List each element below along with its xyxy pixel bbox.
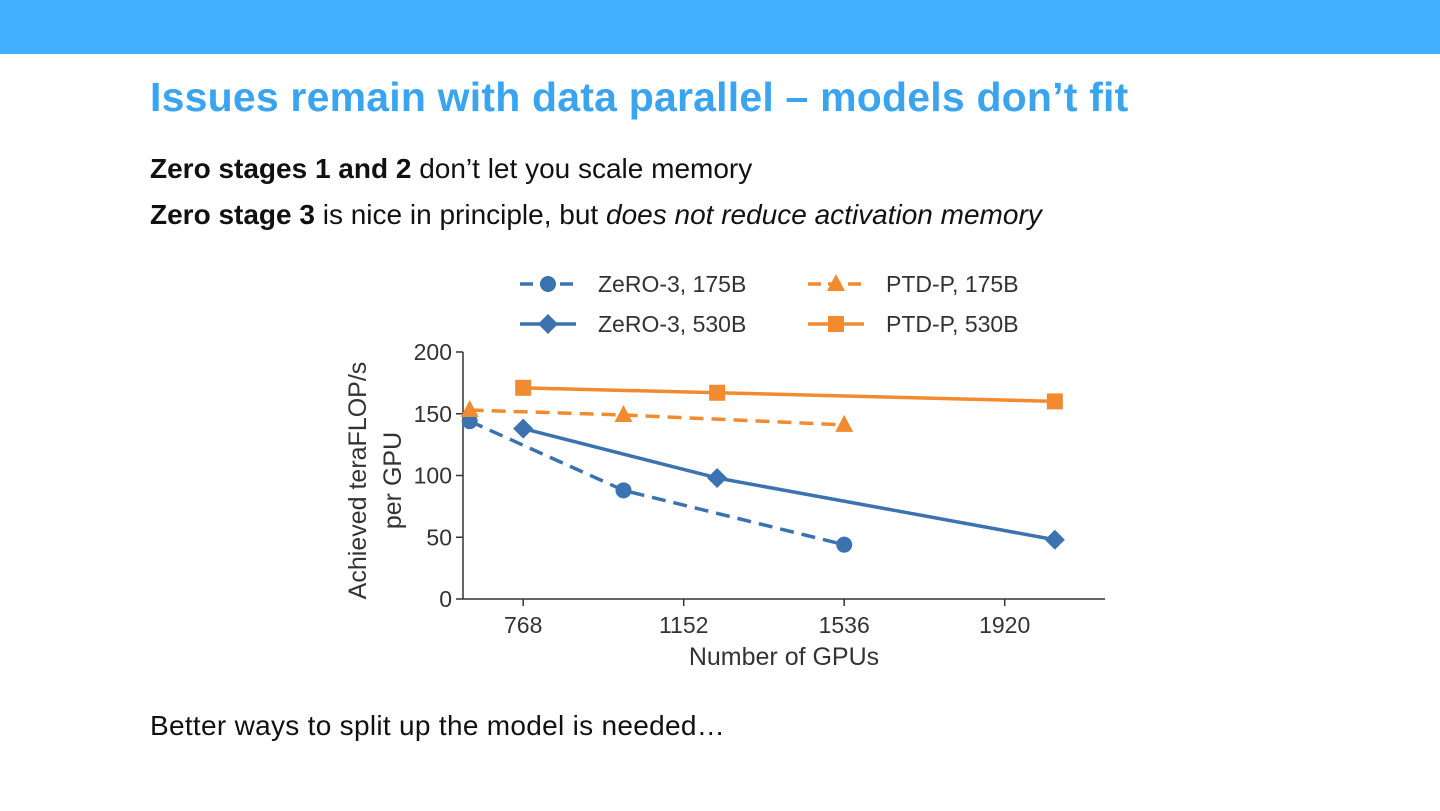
data-point xyxy=(614,404,633,422)
bullet1-bold: Zero stages 1 and 2 xyxy=(150,153,412,184)
y-tick-label: 50 xyxy=(426,524,452,550)
bullet-zero-stage-3: Zero stage 3 is nice in principle, but d… xyxy=(150,199,1042,231)
legend-marker xyxy=(827,274,845,291)
bullet2-text: is nice in principle, but xyxy=(314,199,606,230)
legend-entry: ZeRO-3, 530B xyxy=(520,311,746,337)
x-tick-label: 1536 xyxy=(819,612,870,638)
series-line xyxy=(469,408,845,427)
x-tick-label: 768 xyxy=(504,612,542,638)
legend-entry: PTD-P, 530B xyxy=(808,311,1019,337)
data-point xyxy=(460,400,479,418)
y-tick-label: 150 xyxy=(414,401,452,427)
legend-entry: PTD-P, 175B xyxy=(808,271,1019,297)
legend-entry: ZeRO-3, 175B xyxy=(520,271,746,297)
legend-label: PTD-P, 175B xyxy=(886,271,1019,297)
bullet1-text: don’t let you scale memory xyxy=(411,153,753,184)
legend-marker xyxy=(828,316,844,332)
data-point xyxy=(461,413,478,430)
data-point xyxy=(709,384,726,401)
legend-label: ZeRO-3, 530B xyxy=(598,311,746,337)
bullet2-italic: does not reduce activation memory xyxy=(606,199,1042,230)
series-line xyxy=(523,386,1055,404)
legend-marker xyxy=(540,276,556,292)
chart-legend: ZeRO-3, 175B PTD-P, 175B ZeRO-3, 530B PTD-P… xyxy=(520,271,1019,337)
legend-label: ZeRO-3, 175B xyxy=(598,271,746,297)
data-point xyxy=(1044,529,1065,550)
bullet2-bold: Zero stage 3 xyxy=(150,199,315,230)
data-point xyxy=(707,467,728,488)
header-bar xyxy=(0,0,1440,54)
y-tick-label: 200 xyxy=(414,339,452,365)
data-point xyxy=(836,536,853,553)
chart-axes: 0 50 100 150 200 768 1152 1536 1920 xyxy=(414,339,1105,638)
data-point xyxy=(513,418,534,439)
y-tick-label: 100 xyxy=(414,463,452,489)
data-point xyxy=(515,379,532,396)
legend-label: PTD-P, 530B xyxy=(886,311,1019,337)
y-axis-label-line2: per GPU xyxy=(379,432,407,529)
data-point xyxy=(1046,393,1063,410)
series-line xyxy=(522,426,1056,542)
data-point xyxy=(615,482,632,499)
legend-marker xyxy=(538,314,558,334)
throughput-chart: ZeRO-3, 175B PTD-P, 175B ZeRO-3, 530B PTD-P… xyxy=(344,271,1105,671)
footer-text: Better ways to split up the model is nee… xyxy=(150,710,726,741)
slide-title: Issues remain with data parallel – model… xyxy=(150,74,1129,120)
x-tick-label: 1152 xyxy=(659,612,708,638)
y-tick-label: 0 xyxy=(439,586,452,612)
bullet-zero-stages-1-2: Zero stages 1 and 2 don’t let you scale … xyxy=(150,153,752,185)
x-tick-label: 1920 xyxy=(979,612,1030,638)
x-axis-label: Number of GPUs xyxy=(689,643,879,671)
series-line xyxy=(468,419,845,547)
chart-plot-area xyxy=(460,379,1065,553)
data-point xyxy=(835,414,854,432)
y-axis-label-line1: Achieved teraFLOP/s xyxy=(344,362,372,600)
